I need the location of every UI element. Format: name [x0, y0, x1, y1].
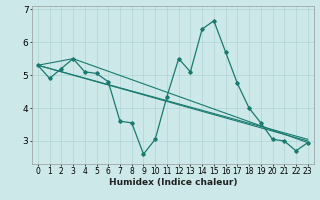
- X-axis label: Humidex (Indice chaleur): Humidex (Indice chaleur): [108, 178, 237, 187]
